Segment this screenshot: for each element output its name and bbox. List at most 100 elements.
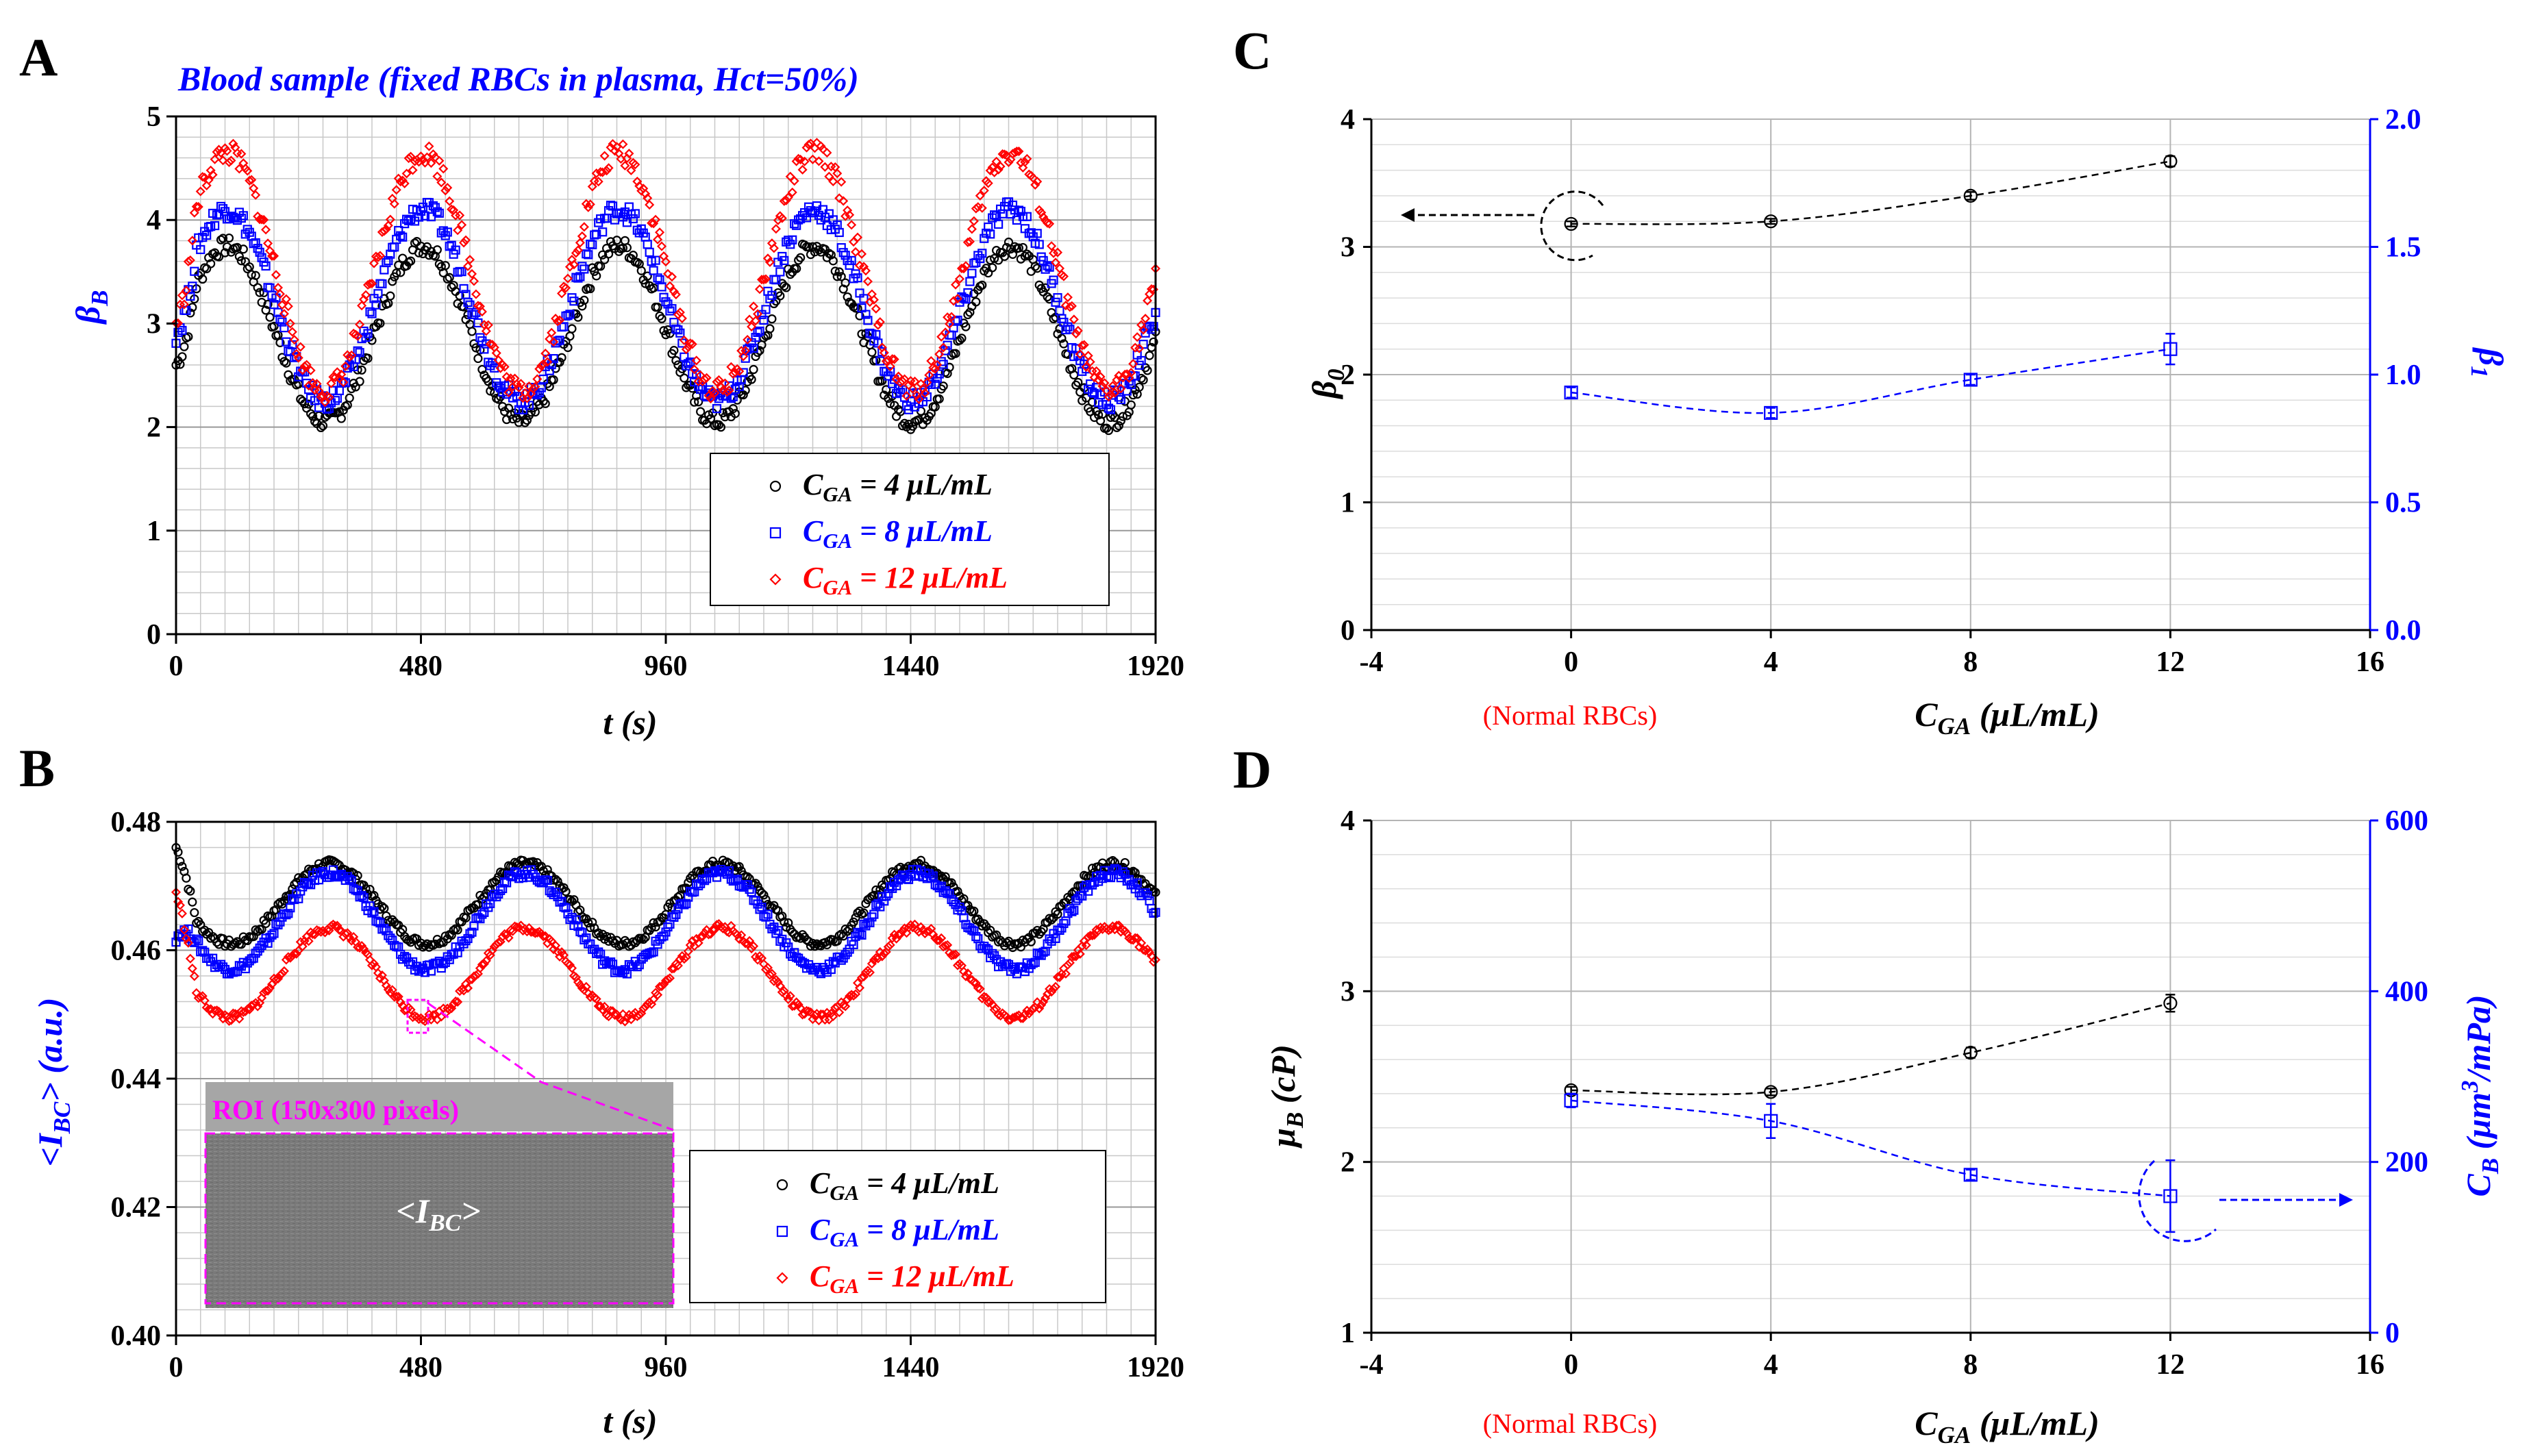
data-point — [945, 362, 954, 372]
data-point — [226, 155, 236, 166]
data-point — [399, 178, 410, 188]
data-point — [181, 286, 191, 296]
data-point — [1069, 314, 1079, 325]
data-point — [851, 247, 861, 257]
data-point — [620, 160, 630, 171]
data-point — [767, 968, 777, 979]
data-point — [498, 402, 508, 412]
data-point — [656, 981, 667, 992]
data-point — [1764, 405, 1778, 421]
data-point — [1018, 242, 1027, 253]
x-tick-label: 4 — [1764, 1349, 1778, 1381]
data-point — [273, 974, 284, 984]
data-point — [684, 359, 693, 368]
data-point — [238, 211, 248, 221]
data-point — [434, 155, 445, 166]
data-point — [282, 358, 291, 368]
data-point — [1126, 400, 1136, 410]
data-point — [198, 274, 208, 284]
data-point — [285, 318, 295, 329]
data-point — [432, 171, 443, 181]
y-tick-label: 3 — [1341, 232, 1355, 264]
data-point — [701, 373, 712, 383]
data-point — [438, 164, 449, 174]
x-tick-label: 4 — [1764, 647, 1778, 678]
data-point — [193, 201, 203, 212]
data-point — [528, 384, 538, 394]
series-μB — [1564, 994, 2178, 1099]
data-point — [656, 241, 667, 251]
data-point — [1030, 957, 1040, 967]
data-point — [345, 874, 354, 884]
data-point — [598, 250, 608, 260]
data-point — [580, 295, 589, 305]
data-point — [336, 369, 347, 379]
y-tick-label-right: 0 — [2385, 1318, 2400, 1349]
data-point — [740, 346, 751, 356]
data-point — [338, 377, 349, 388]
data-point — [406, 151, 416, 162]
data-point — [503, 933, 514, 943]
data-point — [928, 929, 938, 940]
data-point — [1054, 972, 1065, 983]
x-tick-label: 1920 — [1127, 651, 1184, 682]
data-point — [1149, 322, 1158, 331]
data-point — [849, 990, 859, 1001]
data-point — [764, 257, 775, 267]
data-point — [856, 249, 867, 259]
data-point — [756, 275, 767, 285]
data-point — [186, 291, 195, 301]
data-point — [832, 272, 842, 281]
data-point — [983, 178, 993, 188]
data-point — [469, 276, 479, 286]
data-point — [536, 361, 547, 371]
data-point — [743, 334, 753, 345]
data-point — [269, 929, 279, 938]
data-point — [363, 329, 373, 338]
data-point — [959, 913, 969, 922]
data-point — [651, 214, 661, 225]
data-point — [569, 895, 579, 905]
data-point — [347, 875, 356, 886]
data-point — [403, 153, 414, 164]
data-point — [369, 258, 379, 268]
data-point — [2163, 1189, 2178, 1203]
panel-c-xlabel: CGA (μL/mL) — [1915, 695, 2099, 740]
data-point — [965, 277, 975, 286]
data-point — [834, 227, 844, 238]
data-point — [873, 953, 883, 964]
data-point — [1095, 372, 1106, 382]
data-point — [584, 250, 593, 260]
data-point — [545, 366, 554, 375]
data-point — [869, 955, 879, 965]
data-point — [962, 237, 973, 247]
data-point — [824, 171, 834, 181]
legend-marker — [776, 1225, 788, 1238]
data-point — [1059, 918, 1069, 929]
data-point — [540, 399, 550, 408]
panel-d-arrowhead-icon — [2339, 1193, 2353, 1207]
data-point — [947, 312, 957, 322]
data-point — [373, 289, 383, 299]
data-point — [375, 318, 385, 328]
data-point — [865, 918, 875, 927]
data-point — [781, 195, 791, 205]
data-point — [1108, 381, 1118, 391]
legend-marker — [769, 480, 782, 492]
data-point — [775, 267, 785, 277]
data-point — [440, 261, 450, 271]
data-point — [703, 929, 714, 940]
data-point — [1146, 284, 1157, 294]
data-point — [630, 209, 640, 218]
data-point — [979, 186, 989, 196]
data-point — [2163, 154, 2178, 168]
data-point — [877, 376, 887, 386]
data-point — [324, 403, 334, 413]
data-point — [858, 262, 869, 272]
data-point — [708, 925, 718, 935]
data-point — [630, 1007, 640, 1018]
panel-a-ylabel: βB — [68, 290, 113, 325]
data-point — [597, 167, 608, 177]
x-tick-label: 1440 — [882, 651, 940, 682]
data-point — [538, 866, 548, 876]
